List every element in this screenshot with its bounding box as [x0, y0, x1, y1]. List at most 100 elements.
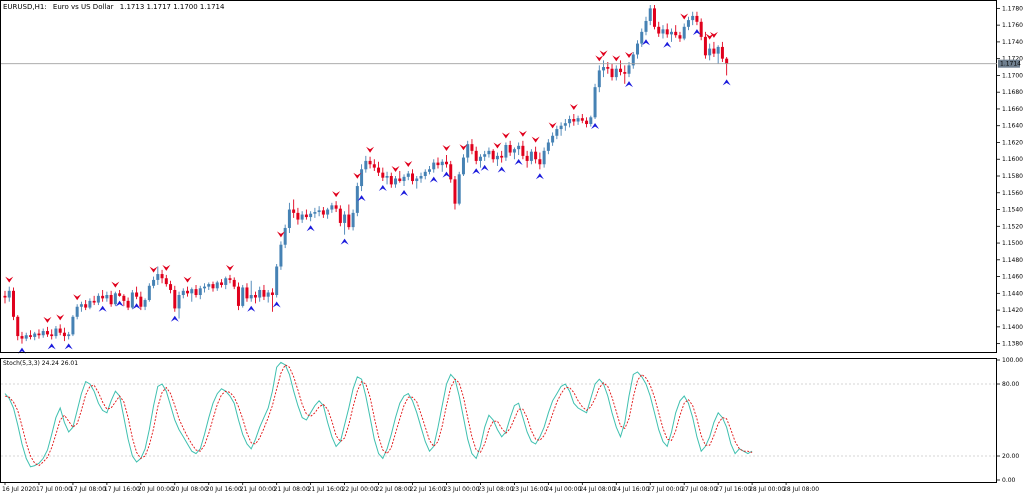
time-tick-label: 20 Jul 16:00 [206, 486, 242, 493]
time-tick-label: 24 Jul 00:00 [545, 486, 581, 493]
candle-body [712, 48, 716, 54]
candle-body [491, 150, 495, 160]
buy-arrow-icon [442, 171, 451, 178]
candle-body [614, 68, 618, 78]
candle-body [504, 144, 508, 158]
time-tick-label: 23 Jul 00:00 [443, 486, 479, 493]
candle-body [487, 150, 491, 155]
candle-body [665, 29, 669, 35]
sell-arrow-icon [111, 281, 120, 288]
sell-arrow-icon [391, 166, 400, 172]
sell-arrow-icon [501, 132, 510, 139]
candle-body [538, 159, 542, 165]
time-tick-label: 28 Jul 08:00 [783, 486, 819, 493]
candle-body [576, 118, 580, 122]
candle-body [292, 209, 296, 213]
price-tick-label: 1.1580 [1002, 173, 1023, 180]
candle-body [470, 144, 474, 151]
candle-body [41, 331, 45, 336]
candle-body [551, 135, 555, 143]
stochastic-scale: 100.00 80.00 20.00 0.00 [997, 357, 1023, 484]
candle-body [478, 156, 482, 161]
candle-body [190, 289, 194, 294]
sell-arrow-icon [149, 266, 158, 273]
candle-body [636, 43, 640, 55]
candle-body [37, 333, 41, 336]
candle-body [691, 15, 695, 21]
buy-arrow-icon [378, 185, 387, 192]
price-tick-label: 1.1620 [1002, 139, 1023, 146]
candle-body [644, 20, 648, 32]
candle-body [194, 289, 198, 296]
sell-arrow-icon [442, 145, 451, 152]
candle-body [109, 295, 113, 305]
buy-arrow-icon [625, 81, 634, 88]
price-tick-label: 1.1640 [1002, 123, 1023, 130]
buy-arrow-icon [357, 195, 366, 202]
buy-arrow-icon [272, 301, 281, 308]
time-tick-label: 17 Jul 00:00 [36, 486, 72, 493]
time-tick-label: 27 Jul 00:00 [647, 486, 683, 493]
indicator-level-lines [1, 383, 996, 457]
candle-body [130, 292, 134, 308]
candle-body [334, 205, 338, 209]
candle-body [7, 290, 11, 298]
candle-body [3, 295, 7, 298]
candle-body [326, 209, 330, 215]
price-tick-label: 1.1760 [1002, 22, 1023, 29]
candle-body [173, 289, 177, 309]
candle-body [71, 316, 75, 335]
candle-body [283, 227, 287, 245]
candle-body [147, 285, 151, 301]
candle-body [275, 266, 279, 296]
candle-body [58, 328, 62, 333]
candle-body [423, 171, 427, 176]
sell-arrow-icon [276, 231, 285, 238]
candle-body [699, 21, 703, 37]
sell-arrow-icon [625, 52, 634, 59]
sell-arrow-icon [599, 50, 608, 57]
buy-arrow-icon [591, 123, 600, 130]
time-tick-label: 24 Jul 16:00 [613, 486, 649, 493]
candle-body [372, 164, 376, 168]
candle-body [529, 151, 533, 161]
candle-body [258, 289, 262, 298]
candle-body [16, 316, 20, 337]
price-scale: 1.1780 1.1760 1.1740 1.1720 1.1700 1.1680 1.16… [997, 5, 1023, 348]
candle-body [54, 328, 58, 337]
candle-body [381, 172, 385, 178]
sell-arrow-icon [366, 146, 375, 153]
candle-body [338, 208, 342, 223]
price-tick-label: 1.1560 [1002, 190, 1023, 197]
sell-arrow-icon [332, 191, 341, 198]
candle-body [542, 150, 546, 165]
candle-body [619, 68, 623, 73]
price-tick-label: 1.1740 [1002, 39, 1023, 46]
candle-body [96, 295, 100, 303]
candle-body [198, 288, 202, 296]
sell-arrow-icon [56, 314, 65, 321]
candle-body [725, 58, 729, 64]
candle-body [682, 26, 686, 39]
candle-body [266, 292, 270, 297]
candle-body [461, 157, 465, 175]
buy-arrow-icon [641, 39, 650, 46]
candle-body [270, 292, 274, 296]
candlestick-series [3, 5, 729, 344]
candle-body [143, 300, 147, 307]
price-tick-label: 1.1400 [1002, 324, 1023, 331]
price-tick-label: 1.1600 [1002, 156, 1023, 163]
candle-body [440, 161, 444, 166]
candle-body [347, 214, 351, 228]
candle-body [113, 293, 117, 305]
candle-body [92, 300, 96, 303]
candle-body [45, 331, 49, 335]
candle-body [415, 178, 419, 182]
candle-body [466, 144, 470, 158]
candle-body [610, 68, 614, 78]
buy-arrow-icon [98, 305, 107, 312]
candle-body [580, 118, 584, 121]
candle-body [79, 304, 83, 307]
